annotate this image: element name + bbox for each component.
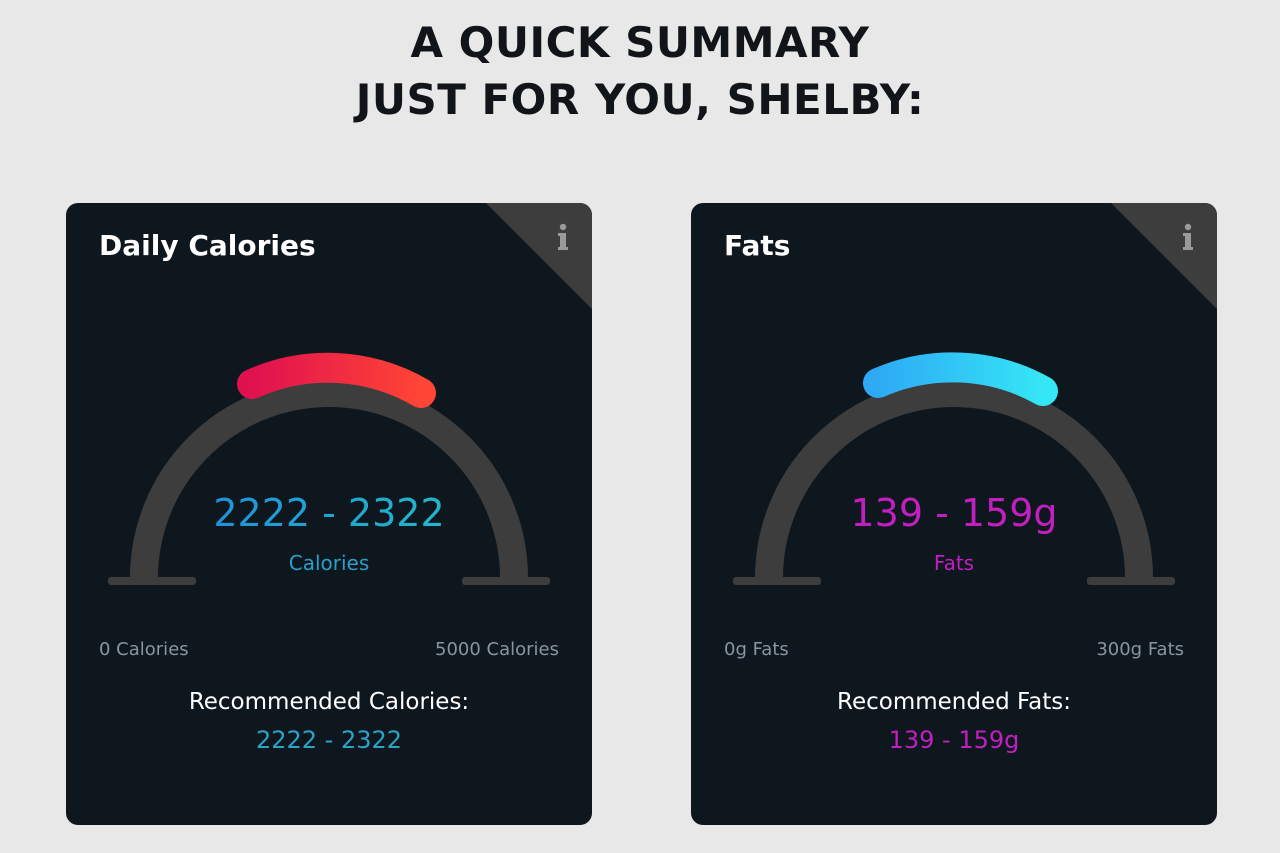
calories-gauge <box>108 352 550 585</box>
gauge-track <box>130 379 528 579</box>
gauge-unit: Fats <box>933 551 975 575</box>
recommended-label: Recommended Calories: <box>188 689 470 715</box>
card-corner <box>486 203 592 309</box>
gauge-unit: Calories <box>288 551 370 575</box>
gauge-max-label: 300g Fats <box>1096 639 1184 660</box>
fats-card: Fats 139 - 159g Fats 0g Fats 300g Fats R… <box>691 203 1217 825</box>
heading-line-2: JUST FOR YOU, SHELBY: <box>355 75 925 124</box>
gauge-range-arc <box>863 352 1058 406</box>
info-icon[interactable] <box>1179 223 1197 253</box>
gauge-base-left <box>108 577 196 585</box>
gauge-value: 2222 - 2322 <box>66 491 592 535</box>
daily-calories-card: Daily Calories 2222 - 2322 Calories 0 Ca… <box>66 203 592 825</box>
card-corner <box>1111 203 1217 309</box>
card-title: Daily Calories <box>99 229 316 262</box>
recommended-label: Recommended Fats: <box>837 689 1071 715</box>
gauge-base-right <box>1087 577 1175 585</box>
page-heading: A QUICK SUMMARY JUST FOR YOU, SHELBY: <box>0 14 1280 128</box>
card-title: Fats <box>724 229 791 262</box>
gauge-base-left <box>733 577 821 585</box>
fats-gauge <box>733 352 1175 585</box>
heading-line-1: A QUICK SUMMARY <box>410 18 870 67</box>
gauge-range-arc <box>237 352 436 408</box>
gauge-track <box>755 379 1153 579</box>
gauge-base-right <box>462 577 550 585</box>
gauge-min-label: 0 Calories <box>99 639 189 660</box>
gauge-value: 139 - 159g <box>850 491 1058 535</box>
gauge-min-label: 0g Fats <box>724 639 789 660</box>
info-icon[interactable] <box>554 223 572 253</box>
gauge-max-label: 5000 Calories <box>435 639 559 660</box>
recommended-value: 139 - 159g <box>888 726 1020 754</box>
recommended-value: 2222 - 2322 <box>255 726 403 754</box>
